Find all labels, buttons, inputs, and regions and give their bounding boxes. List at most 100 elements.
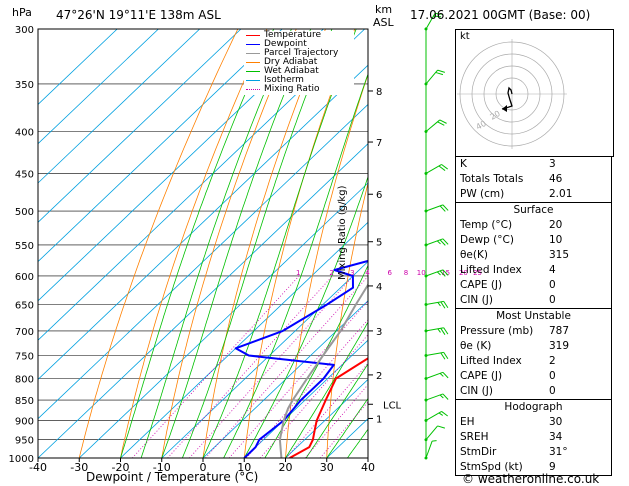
wind-barb-dot <box>424 398 428 402</box>
pressure-tick-label: 350 <box>15 80 34 91</box>
legend-swatch <box>246 44 260 45</box>
pressure-unit-label: hPa <box>12 6 32 19</box>
mixing-ratio-axis-label: Mixing Ratio (g/kg) <box>337 185 348 280</box>
isotherm-line <box>38 29 283 263</box>
mixing-ratio-line <box>132 275 300 458</box>
index-label: CIN (J) <box>460 385 493 397</box>
index-label: PW (cm) <box>460 188 505 200</box>
pressure-tick-label: 450 <box>15 169 34 180</box>
pressure-tick-label: 550 <box>15 241 34 252</box>
legend-label: Parcel Trajectory <box>264 48 339 58</box>
wind-barb-flag <box>442 269 449 276</box>
pressure-tick-label: 650 <box>15 301 34 312</box>
wind-barb-flag <box>442 393 449 400</box>
mixing-ratio-line <box>189 275 354 458</box>
index-value: 787 <box>549 325 570 337</box>
pressure-tick-label: 850 <box>15 396 34 407</box>
wet-adiabat-line <box>223 72 368 458</box>
pressure-tick-label: 750 <box>15 351 34 362</box>
temperature-tick-label: 10 <box>237 461 251 474</box>
index-row: Lifted Index 2 <box>456 354 611 369</box>
wind-barb-flag <box>443 327 449 335</box>
wind-barb-half-flag <box>438 412 443 416</box>
index-row: CIN (J) 0 <box>456 384 611 399</box>
wind-barb <box>424 238 449 247</box>
wind-barb <box>424 204 449 213</box>
mixing-ratio-line <box>167 275 333 458</box>
index-value: 315 <box>549 249 570 261</box>
mixing-ratio-label: 10 <box>417 269 426 277</box>
wind-barb-flag <box>439 239 446 246</box>
index-value: 31° <box>549 446 568 458</box>
wind-barb-staff <box>425 13 436 30</box>
wind-barb-half-flag <box>439 394 444 399</box>
height-unit-label: km <box>375 3 393 16</box>
index-label: Lifted Index <box>460 355 522 367</box>
km-tick-label: LCL <box>383 400 402 411</box>
mixing-ratio-label: 20 <box>459 269 468 277</box>
storm-motion-arrow-icon <box>502 105 507 112</box>
isotherm-line <box>202 300 368 458</box>
wind-barb <box>424 12 443 31</box>
wind-barb-half-flag <box>436 240 441 245</box>
index-value: 20 <box>549 219 563 231</box>
wet-adiabat-line <box>161 29 312 458</box>
pressure-tick-label: 700 <box>15 327 34 338</box>
wind-barb-flag <box>442 204 449 211</box>
profile-parcel-trajectory <box>278 283 368 458</box>
isotherm-line <box>38 29 200 184</box>
wind-barb-flag <box>441 411 448 417</box>
mixing-ratio-label: 3 <box>350 269 354 277</box>
index-label: θe (K) <box>460 340 492 352</box>
index-label: Lifted Index <box>460 264 522 276</box>
legend-label: Mixing Ratio <box>264 84 320 94</box>
mixing-ratio-label: 8 <box>404 269 408 277</box>
wind-barb-dot <box>424 274 428 278</box>
km-tick-label: 8 <box>376 87 382 98</box>
wind-barb <box>424 440 437 460</box>
index-row: SREH 34 <box>456 430 611 445</box>
dry-adiabat-line <box>326 181 368 458</box>
mixing-ratio-line <box>205 275 368 458</box>
index-value: 9 <box>549 461 556 473</box>
most-unstable-title: Most Unstable <box>496 310 571 322</box>
wind-barb-flag <box>440 352 446 360</box>
index-label: K <box>460 158 467 170</box>
pressure-tick-label: 500 <box>15 207 34 218</box>
index-value: 4 <box>549 264 556 276</box>
mixing-ratio-label: 6 <box>387 269 392 277</box>
legend-label: Isotherm <box>264 75 304 85</box>
index-row: StmSpd (kt) 9 <box>456 460 611 475</box>
indices-table: K 3 Totals Totals 46 PW (cm) 2.01 Surface Tem… <box>455 156 612 476</box>
hodograph-indices-title: Hodograph <box>504 401 563 413</box>
hodograph-unit-label: kt <box>460 31 470 42</box>
km-tick-label: 1 <box>376 414 382 425</box>
wet-adiabat-line <box>285 321 368 458</box>
wind-barb-flag <box>443 301 449 309</box>
wet-adiabat-line <box>120 29 275 458</box>
wind-barb <box>424 393 449 402</box>
copyright-text: © weatheronline.co.uk <box>462 472 600 486</box>
surface-title: Surface <box>513 204 554 216</box>
index-label: Temp (°C) <box>460 219 513 231</box>
dry-adiabat-line <box>161 29 297 458</box>
wind-barb-dot <box>424 418 428 422</box>
km-tick-label: 6 <box>376 190 382 201</box>
hodograph-indices-section: Hodograph EH 30 SREH 34 StmDir 31° StmSpd (kt)… <box>455 400 612 476</box>
index-row: Dewp (°C) 10 <box>456 233 611 248</box>
legend-item: Dry Adiabat <box>244 58 354 67</box>
wind-barb-flag <box>440 301 446 309</box>
wet-adiabat-line <box>202 29 357 458</box>
legend-swatch <box>246 80 260 81</box>
dry-adiabat-line <box>202 29 326 458</box>
surface-section: Surface Temp (°C) 20 Dewp (°C) 10 θe(K) 315 Li… <box>455 203 612 309</box>
wind-barb-half-flag <box>437 328 441 333</box>
wind-barb <box>424 411 448 422</box>
wind-barb-dot <box>424 353 428 357</box>
isotherm-line <box>38 29 324 302</box>
mixing-ratio-label: 1 <box>296 269 300 277</box>
index-label: EH <box>460 416 475 428</box>
mixing-ratio-line <box>246 319 368 458</box>
